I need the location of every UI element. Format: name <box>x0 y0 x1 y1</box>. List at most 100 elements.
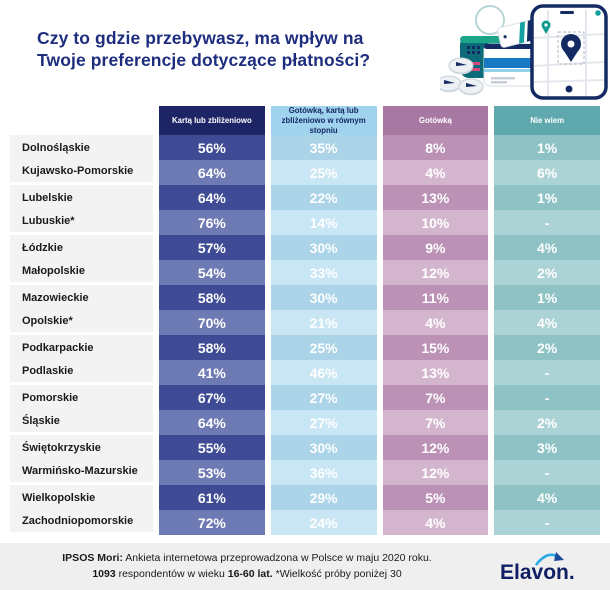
value-cell: 11% <box>382 285 489 310</box>
region-label: Pomorskie <box>10 385 153 410</box>
value-cell: 24% <box>270 510 377 535</box>
value-cell: 1% <box>494 285 600 310</box>
region-label: Zachodniopomorskie <box>10 510 153 535</box>
value-cell: 35% <box>270 135 377 160</box>
value-cell: 22% <box>270 185 377 210</box>
column-headers: Kartą lub zbliżeniowo Gotówką, kartą lub… <box>10 106 600 137</box>
value-cell: 1% <box>494 185 600 210</box>
elavon-logo-text: Elavon. <box>500 561 575 584</box>
region-label: Lubuskie* <box>10 210 153 235</box>
region-label: Warmińsko-Mazurskie <box>10 460 153 485</box>
value-cell: 5% <box>382 485 489 510</box>
value-cell: 53% <box>159 460 265 485</box>
value-cell: 10% <box>382 210 489 235</box>
value-cell: 55% <box>159 435 265 460</box>
value-cell: 72% <box>159 510 265 535</box>
region-label: Wielkopolskie <box>10 485 153 510</box>
value-cell: - <box>494 210 600 235</box>
footer-bar: IPSOS Mori: Ankieta internetowa przeprow… <box>0 543 610 590</box>
column-header-cash: Gotówką <box>382 106 489 137</box>
value-cell: 1% <box>494 135 600 160</box>
source-line-2: 1093 respondentów w wieku 16-60 lat. *Wi… <box>12 567 482 583</box>
column-header-dont-know: Nie wiem <box>494 106 600 137</box>
value-cell: 27% <box>270 410 377 435</box>
value-cell: 12% <box>382 460 489 485</box>
value-cell: 64% <box>159 160 265 185</box>
value-cell: 67% <box>159 385 265 410</box>
value-cell: - <box>494 460 600 485</box>
small-location-pin-icon <box>541 20 551 34</box>
value-cell: 25% <box>270 160 377 185</box>
value-cell: 2% <box>494 260 600 285</box>
value-cell: 4% <box>494 235 600 260</box>
value-cell: 64% <box>159 410 265 435</box>
value-cell: 9% <box>382 235 489 260</box>
value-cell: 6% <box>494 160 600 185</box>
value-cell: 30% <box>270 235 377 260</box>
column-header-card: Kartą lub zbliżeniowo <box>159 106 265 137</box>
value-cell: 57% <box>159 235 265 260</box>
value-cell: 29% <box>270 485 377 510</box>
region-label: Łódzkie <box>10 235 153 260</box>
region-label: Kujawsko-Pomorskie <box>10 160 153 185</box>
region-label: Małopolskie <box>10 260 153 285</box>
smartphone-map-icon <box>530 4 608 100</box>
value-cell: 4% <box>494 310 600 335</box>
source-note: IPSOS Mori: Ankieta internetowa przeprow… <box>12 551 482 583</box>
value-cell: 21% <box>270 310 377 335</box>
source-line-1: IPSOS Mori: Ankieta internetowa przeprow… <box>12 551 482 567</box>
value-cell: 4% <box>382 310 489 335</box>
value-cell: 3% <box>494 435 600 460</box>
value-cell: 4% <box>382 160 489 185</box>
value-cell: 12% <box>382 435 489 460</box>
value-cell: 2% <box>494 335 600 360</box>
value-cell: 30% <box>270 435 377 460</box>
header-area: Czy to gdzie przebywasz, ma wpływ na Two… <box>0 0 610 106</box>
value-cell: 58% <box>159 285 265 310</box>
source-name: IPSOS Mori: <box>62 552 123 564</box>
page-title: Czy to gdzie przebywasz, ma wpływ na Two… <box>37 27 370 72</box>
region-label: Dolnośląskie <box>10 135 153 160</box>
value-cell: 7% <box>382 410 489 435</box>
value-cell: 25% <box>270 335 377 360</box>
value-cell: 46% <box>270 360 377 385</box>
region-label: Podkarpackie <box>10 335 153 360</box>
value-cell: 4% <box>382 510 489 535</box>
value-cell: 14% <box>270 210 377 235</box>
large-location-pin-icon <box>561 34 581 62</box>
value-cell: - <box>494 360 600 385</box>
elavon-logo: Elavon. <box>500 552 575 584</box>
value-cell: 76% <box>159 210 265 235</box>
age-range: 16-60 lat. <box>227 567 273 580</box>
value-cell: - <box>494 385 600 410</box>
respondent-text: respondentów w wieku <box>115 567 228 580</box>
sample-note: *Wielkość próby poniżej 30 <box>272 567 402 580</box>
region-label: Świętokrzyskie <box>10 435 153 460</box>
region-label: Opolskie* <box>10 310 153 335</box>
value-cell: - <box>494 510 600 535</box>
value-cell: 13% <box>382 185 489 210</box>
value-cell: 41% <box>159 360 265 385</box>
source-text: Ankieta internetowa przeprowadzona w Pol… <box>122 552 432 564</box>
value-cell: 27% <box>270 385 377 410</box>
value-cell: 4% <box>494 485 600 510</box>
value-cell: 8% <box>382 135 489 160</box>
value-cell: 64% <box>159 185 265 210</box>
results-table: Kartą lub zbliżeniowo Gotówką, kartą lub… <box>10 106 600 535</box>
value-cell: 58% <box>159 335 265 360</box>
value-cell: 61% <box>159 485 265 510</box>
payments-illustration <box>440 4 608 100</box>
region-label: Lubelskie <box>10 185 153 210</box>
value-cell: 7% <box>382 385 489 410</box>
value-cell: 13% <box>382 360 489 385</box>
title-line-1: Czy to gdzie przebywasz, ma wpływ na <box>37 28 364 48</box>
table-body: Dolnośląskie 56% 35% 8% 1% Kujawsko-Pomorskie… <box>10 135 600 535</box>
value-cell: 70% <box>159 310 265 335</box>
value-cell: 15% <box>382 335 489 360</box>
title-line-2: Twoje preferencje dotyczące płatności? <box>37 50 371 71</box>
value-cell: 56% <box>159 135 265 160</box>
region-label: Śląskie <box>10 410 153 435</box>
coins-icon <box>440 57 484 96</box>
respondent-count: 1093 <box>92 567 116 580</box>
value-cell: 12% <box>382 260 489 285</box>
